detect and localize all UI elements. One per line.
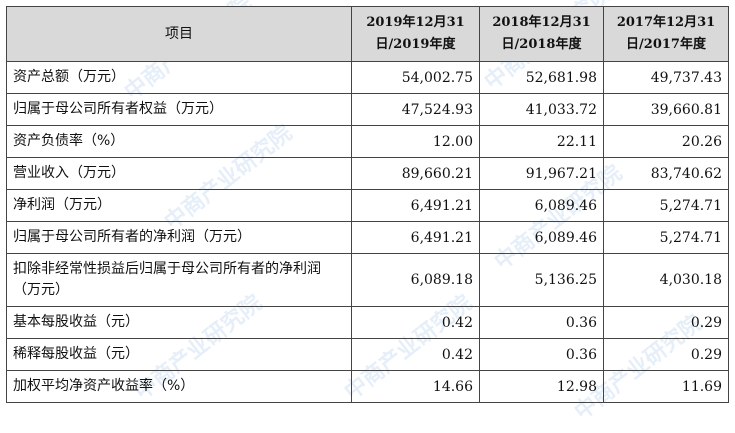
table-row: 稀释每股收益（元） 0.42 0.36 0.29 [6,338,729,371]
table-row: 资产负债率（%） 12.00 22.11 20.26 [6,125,729,158]
table-row: 净利润（万元） 6,491.21 6,089.46 5,274.71 [6,189,729,222]
cell-2019: 54,002.75 [351,61,480,94]
cell-2018: 22.11 [479,125,604,158]
cell-2018: 0.36 [479,306,604,339]
financial-summary-table: 项目 2019年12月31 日/2019年度 2018年12月31 日/2018… [6,6,729,403]
row-label: 加权平均净资产收益率（%） [6,370,352,403]
cell-2019: 14.66 [351,370,480,403]
cell-2017: 39,660.81 [603,93,729,126]
table-row: 加权平均净资产收益率（%） 14.66 12.98 11.69 [6,370,729,403]
header-year-line1: 2019年12月31 [366,15,465,30]
header-year-2019: 2019年12月31 日/2019年度 [351,6,480,62]
cell-2018: 12.98 [479,370,604,403]
cell-2019: 0.42 [351,306,480,339]
table-row: 扣除非经常性损益后归属于母公司所有者的净利润（万元） 6,089.18 5,13… [6,253,729,307]
table-row: 资产总额（万元） 54,002.75 52,681.98 49,737.43 [6,61,729,94]
cell-2019: 47,524.93 [351,93,480,126]
cell-2019: 6,491.21 [351,189,480,222]
cell-2017: 83,740.62 [603,157,729,190]
header-year-line2: 日/2018年度 [501,37,582,52]
row-label: 资产总额（万元） [6,61,352,94]
header-year-2017: 2017年12月31 日/2017年度 [603,6,729,62]
cell-2018: 52,681.98 [479,61,604,94]
row-label: 资产负债率（%） [6,125,352,158]
header-year-2018: 2018年12月31 日/2018年度 [479,6,604,62]
row-label: 归属于母公司所有者的净利润（万元） [6,221,352,254]
header-row: 项目 2019年12月31 日/2019年度 2018年12月31 日/2018… [6,6,729,62]
header-year-line2: 日/2019年度 [375,37,456,52]
cell-2017: 49,737.43 [603,61,729,94]
cell-2017: 5,274.71 [603,221,729,254]
cell-2017: 5,274.71 [603,189,729,222]
row-label: 扣除非经常性损益后归属于母公司所有者的净利润（万元） [6,253,352,307]
header-item: 项目 [6,6,352,62]
cell-2017: 0.29 [603,306,729,339]
table-row: 归属于母公司所有者的净利润（万元） 6,491.21 6,089.46 5,27… [6,221,729,254]
cell-2019: 0.42 [351,338,480,371]
cell-2018: 6,089.46 [479,189,604,222]
cell-2017: 11.69 [603,370,729,403]
cell-2019: 89,660.21 [351,157,480,190]
row-label: 营业收入（万元） [6,157,352,190]
cell-2018: 91,967.21 [479,157,604,190]
header-year-line2: 日/2017年度 [626,37,706,52]
row-label: 基本每股收益（元） [6,306,352,339]
cell-2018: 0.36 [479,338,604,371]
header-year-line1: 2017年12月31 [616,15,716,30]
cell-2019: 6,089.18 [351,253,480,307]
cell-2017: 20.26 [603,125,729,158]
row-label: 归属于母公司所有者权益（万元） [6,93,352,126]
row-label: 净利润（万元） [6,189,352,222]
table-row: 归属于母公司所有者权益（万元） 47,524.93 41,033.72 39,6… [6,93,729,126]
cell-2018: 6,089.46 [479,221,604,254]
table-row: 营业收入（万元） 89,660.21 91,967.21 83,740.62 [6,157,729,190]
header-year-line1: 2018年12月31 [492,15,591,30]
cell-2017: 4,030.18 [603,253,729,307]
cell-2019: 6,491.21 [351,221,480,254]
cell-2018: 41,033.72 [479,93,604,126]
row-label: 稀释每股收益（元） [6,338,352,371]
cell-2017: 0.29 [603,338,729,371]
cell-2018: 5,136.25 [479,253,604,307]
cell-2019: 12.00 [351,125,480,158]
table-row: 基本每股收益（元） 0.42 0.36 0.29 [6,306,729,339]
